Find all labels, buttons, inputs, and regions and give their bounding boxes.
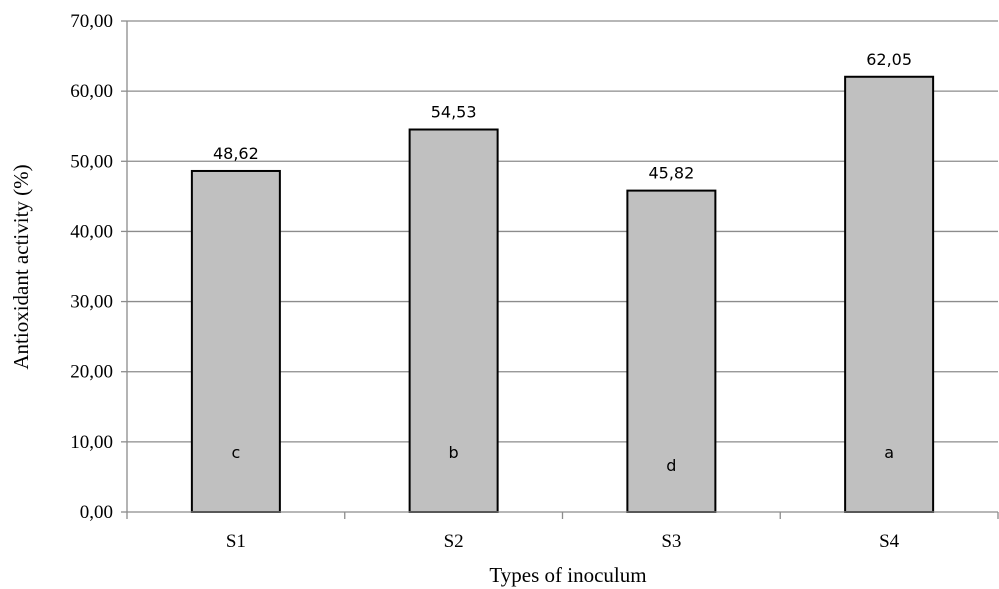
bar-s2	[408, 128, 499, 514]
x-tick-label: S1	[226, 531, 246, 552]
y-tick-label: 70,00	[70, 11, 113, 32]
labels: 0,00 10,00 20,00 30,00 40,00 50,00 60,00 70,00 4…	[70, 11, 912, 552]
bar-s4	[844, 75, 935, 513]
x-tick-label: S4	[879, 531, 900, 552]
significance-letter-s1: c	[231, 443, 240, 462]
x-tick-label: S3	[661, 531, 681, 552]
y-tick-label: 30,00	[70, 292, 113, 313]
x-axis-title: Types of inoculum	[489, 563, 646, 587]
bars	[190, 75, 935, 514]
axes	[121, 20, 999, 519]
y-tick-label: 50,00	[70, 151, 113, 172]
y-axis-title: Antioxidant activity (%)	[9, 164, 33, 369]
significance-letter-s2: b	[449, 443, 459, 462]
y-tick-label: 20,00	[70, 362, 113, 383]
y-tick-label: 0,00	[80, 502, 113, 523]
y-tick-label: 60,00	[70, 81, 113, 102]
y-tick-label: 40,00	[70, 221, 113, 242]
x-tick-label: S2	[444, 531, 464, 552]
data-label-s2: 54,53	[431, 103, 477, 122]
data-label-s4: 62,05	[866, 50, 912, 69]
bar-s3	[626, 189, 717, 513]
data-label-s1: 48,62	[213, 144, 259, 163]
significance-letter-s3: d	[666, 456, 676, 475]
y-tick-label: 10,00	[70, 432, 113, 453]
data-label-s3: 45,82	[648, 164, 694, 183]
significance-letter-s4: a	[884, 443, 894, 462]
